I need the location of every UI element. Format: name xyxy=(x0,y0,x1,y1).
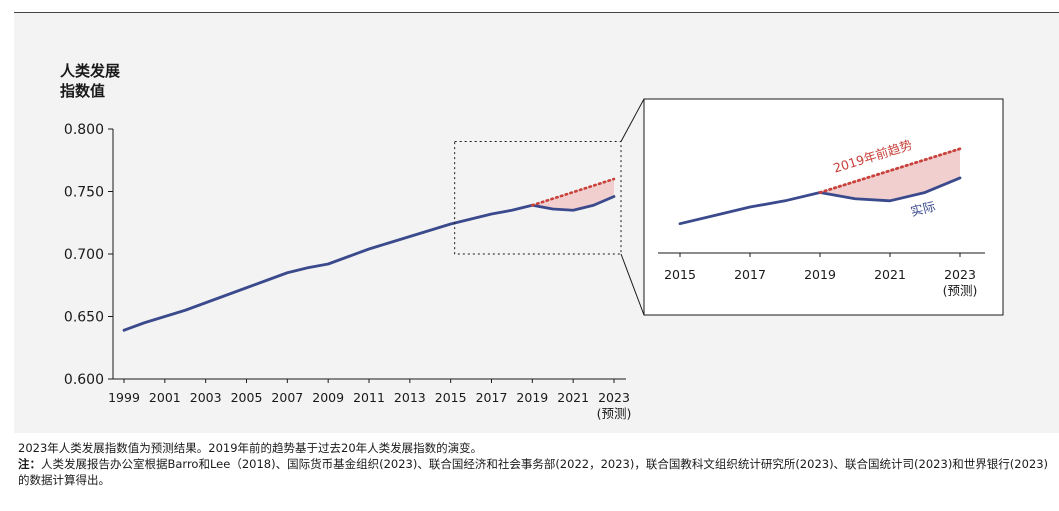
x-tick-label: 1999 xyxy=(108,390,140,405)
inset-gap-shading xyxy=(820,148,960,201)
actual-series-label: 实际 xyxy=(909,198,937,219)
y-axis-title-line: 人类发展 xyxy=(60,62,120,80)
y-tick-label: 0.700 xyxy=(64,247,104,263)
inset-x-tick-label: 2021 xyxy=(874,267,906,282)
y-tick-label: 0.750 xyxy=(64,185,104,201)
source-note: 注：人类发展报告办公室根据Barro和Lee（2018)、国际货币基金组织(20… xyxy=(18,456,1056,488)
gap-shading xyxy=(532,179,614,211)
x-tick-label: 2003 xyxy=(190,390,222,405)
inset-trend-series-line xyxy=(818,147,962,194)
inset-x-tick-label: 2023 xyxy=(944,267,976,282)
x-tick-label: 2009 xyxy=(312,390,344,405)
y-tick-label: 0.600 xyxy=(64,372,104,388)
figure-notes: 2023年人类发展指数值为预测结果。2019年前的趋势基于过去20年人类发展指数… xyxy=(18,440,1056,488)
actual-series-line xyxy=(122,195,616,332)
zoom-connector-bottom xyxy=(620,253,645,316)
hdi-line-chart: 人类发展指数值 0.600 0.650 0.700 0.750 0.800 1999 2001… xyxy=(60,62,1004,421)
x-tick-label: 2021 xyxy=(557,390,589,405)
zoom-region-box xyxy=(454,141,622,255)
y-tick-label: 0.800 xyxy=(64,122,104,138)
source-note-text: 人类发展报告办公室根据Barro和Lee（2018)、国际货币基金组织(2023… xyxy=(18,457,1049,487)
y-axis-title-line: 指数值 xyxy=(60,82,105,100)
inset-x-tick-label: 2017 xyxy=(734,267,766,282)
x-tick-label: 2019 xyxy=(516,390,548,405)
inset-x-tick-label: 2015 xyxy=(664,267,696,282)
top-rule xyxy=(14,12,1059,13)
zoom-connector-top xyxy=(620,98,645,142)
main-chart: 人类发展指数值 0.600 0.650 0.700 0.750 0.800 1999 2001… xyxy=(60,62,631,421)
x-tick-label: 2023 xyxy=(598,390,630,405)
x-tick-label: 2017 xyxy=(476,390,508,405)
x-tick-label: 2015 xyxy=(435,390,467,405)
x-tick-label: 2001 xyxy=(149,390,181,405)
x-tick-label: 2005 xyxy=(231,390,263,405)
inset-frame xyxy=(643,98,1004,316)
x-tick-label: 2011 xyxy=(353,390,385,405)
y-tick-label: 0.650 xyxy=(64,310,104,326)
inset-forecast-note: (预测) xyxy=(943,283,978,298)
x-tick-label: 2007 xyxy=(271,390,303,405)
forecast-note: 2023年人类发展指数值为预测结果。2019年前的趋势基于过去20年人类发展指数… xyxy=(18,441,483,455)
x-tick-forecast-note: (预测) xyxy=(597,406,632,421)
inset-x-tick-label: 2019 xyxy=(804,267,836,282)
source-note-prefix: 注： xyxy=(18,457,41,471)
trend-series-line xyxy=(531,177,616,207)
x-tick-label: 2013 xyxy=(394,390,426,405)
